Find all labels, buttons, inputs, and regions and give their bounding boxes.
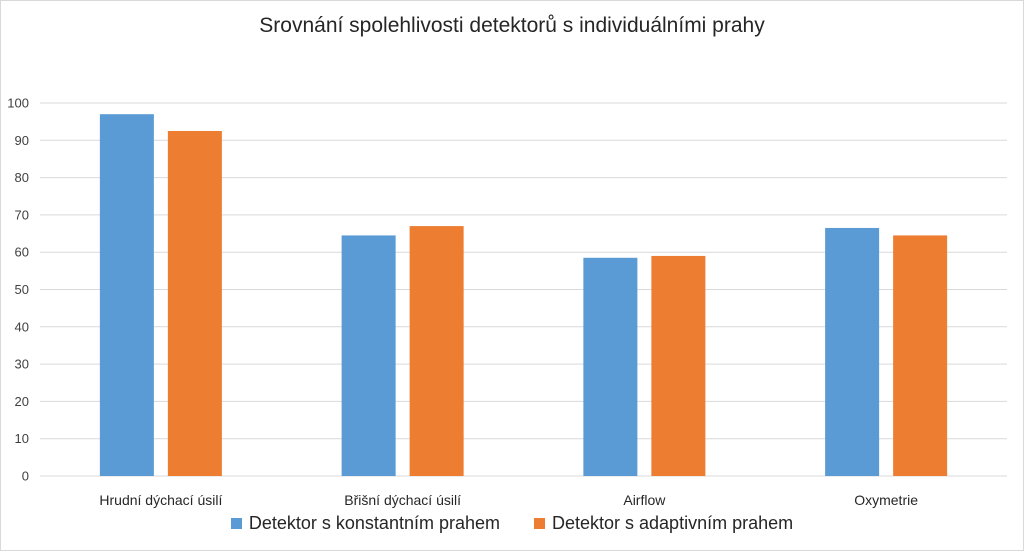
- legend-swatch-constant: [230, 518, 242, 529]
- y-tick-label: 20: [15, 394, 29, 409]
- y-tick-label: 0: [22, 469, 29, 484]
- y-tick-label: 70: [15, 207, 29, 222]
- legend-swatch-adaptive: [534, 518, 545, 529]
- bar-adaptive: [651, 255, 706, 476]
- bar-constant: [341, 235, 396, 476]
- bar-adaptive: [893, 235, 948, 476]
- x-category-label: Břišní dýchací úsilí: [344, 492, 461, 508]
- y-tick-label: 10: [15, 431, 29, 446]
- y-tick-label: 60: [15, 245, 29, 260]
- y-tick-label: 80: [15, 170, 29, 185]
- x-category-label: Airflow: [623, 492, 666, 508]
- y-tick-label: 50: [15, 282, 29, 297]
- y-tick-label: 30: [15, 357, 29, 372]
- y-tick-label: 90: [15, 133, 29, 148]
- bar-adaptive: [409, 226, 464, 476]
- legend: Detektor s konstantním prahem Detektor s…: [0, 513, 1024, 534]
- y-tick-label: 40: [15, 319, 29, 334]
- bar-constant: [99, 114, 154, 476]
- y-tick-label: 100: [7, 96, 29, 111]
- bar-adaptive: [167, 130, 222, 476]
- legend-label-adaptive: Detektor s adaptivním prahem: [552, 513, 794, 533]
- x-category-label: Oxymetrie: [854, 492, 918, 508]
- chart-title: Srovnání spolehlivosti detektorů s indiv…: [259, 14, 765, 37]
- bar-constant: [825, 227, 880, 476]
- x-category-label: Hrudní dýchací úsilí: [99, 492, 222, 508]
- legend-label-constant: Detektor s konstantním prahem: [248, 513, 500, 533]
- legend-item-adaptive: Detektor s adaptivním prahem: [534, 513, 793, 534]
- bar-constant: [583, 257, 638, 476]
- legend-item-constant: Detektor s konstantním prahem: [230, 513, 500, 534]
